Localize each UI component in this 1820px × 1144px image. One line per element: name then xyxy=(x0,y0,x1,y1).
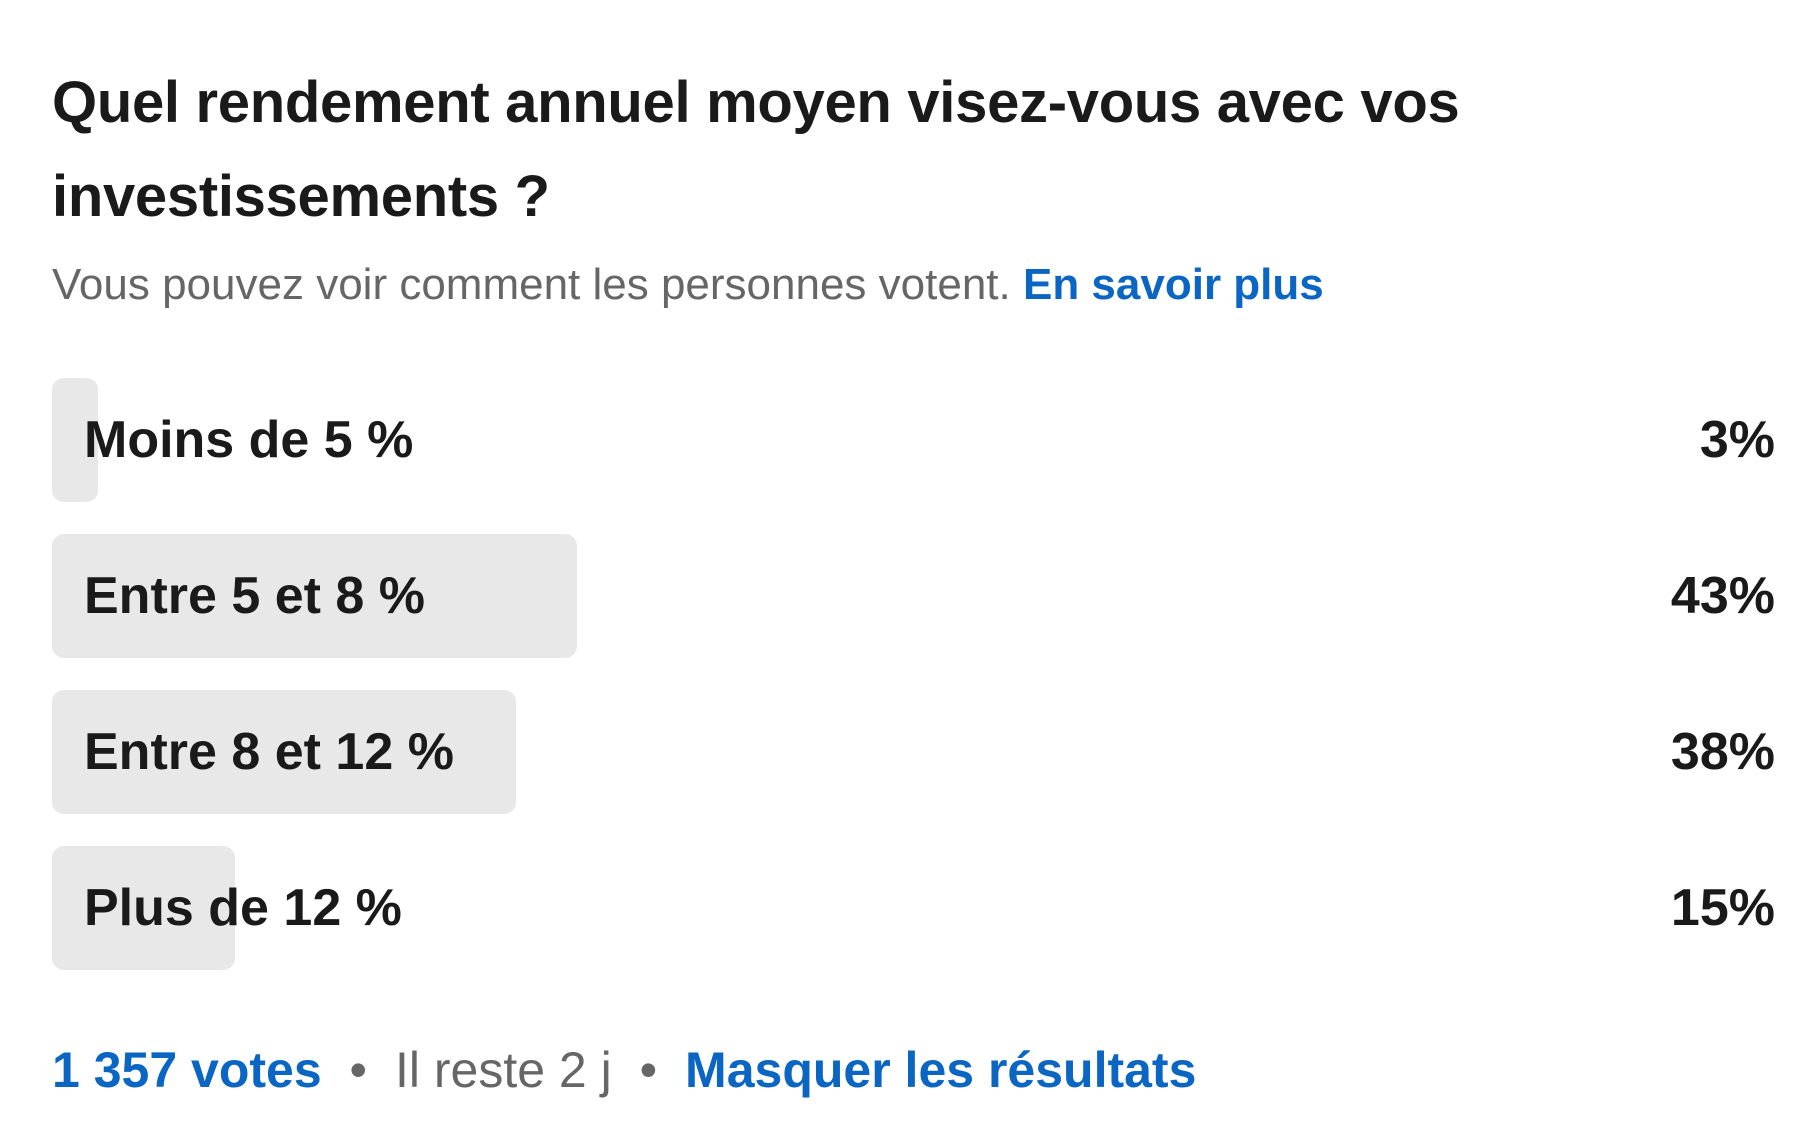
footer-separator: • xyxy=(639,1042,658,1098)
poll-option-bar xyxy=(52,378,98,502)
poll-option-bar xyxy=(52,690,516,814)
poll-footer: 1 357 votes • Il reste 2 j • Masquer les… xyxy=(52,1040,1196,1100)
poll-question: Quel rendement annuel moyen visez-vous a… xyxy=(52,70,1460,229)
poll-option-label: Entre 5 et 8 % xyxy=(84,567,426,625)
time-remaining: Il reste 2 j xyxy=(394,1042,612,1098)
poll-option-percent: 3% xyxy=(1699,411,1775,469)
poll-option-label: Plus de 12 % xyxy=(84,879,402,937)
poll-option-label: Moins de 5 % xyxy=(84,411,414,469)
poll-option-more-than-12[interactable]: Plus de 12 % 15% xyxy=(52,846,1775,970)
poll-option-5-to-8[interactable]: Entre 5 et 8 % 43% xyxy=(52,534,1775,658)
poll-options: Moins de 5 % 3% Entre 5 et 8 % 43% Entre… xyxy=(52,378,1775,1002)
poll-option-percent: 38% xyxy=(1670,723,1775,781)
poll-visibility-note: Vous pouvez voir comment les personnes v… xyxy=(52,260,1011,309)
poll-option-less-than-5[interactable]: Moins de 5 % 3% xyxy=(52,378,1775,502)
footer-separator: • xyxy=(349,1042,368,1098)
hide-results-link[interactable]: Masquer les résultats xyxy=(685,1042,1197,1098)
poll-option-percent: 43% xyxy=(1670,567,1775,625)
poll-option-bar xyxy=(52,846,235,970)
poll-option-8-to-12[interactable]: Entre 8 et 12 % 38% xyxy=(52,690,1775,814)
poll-option-label: Entre 8 et 12 % xyxy=(84,723,454,781)
learn-more-link[interactable]: En savoir plus xyxy=(1022,260,1324,309)
poll-option-percent: 15% xyxy=(1670,879,1775,937)
votes-count-link[interactable]: 1 357 votes xyxy=(52,1042,322,1098)
poll-subtitle: Vous pouvez voir comment les personnes v… xyxy=(52,258,1324,312)
poll-option-bar xyxy=(52,534,577,658)
